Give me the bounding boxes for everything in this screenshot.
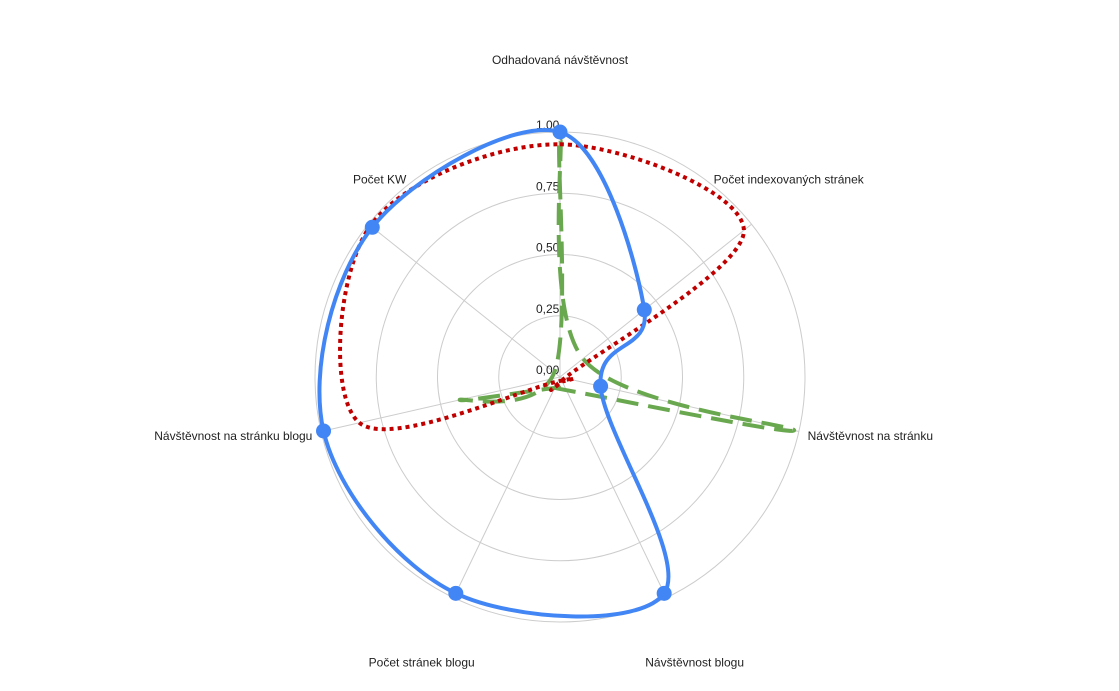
- series-0-point-3: [656, 585, 672, 601]
- axis-spoke-3: [559, 376, 667, 598]
- series-1-line: [338, 142, 746, 432]
- series-0-point-4: [448, 585, 464, 601]
- axis-spoke-5: [321, 376, 561, 433]
- tick-label-1: 0,25: [536, 302, 560, 316]
- axis-label-2: Návštěvnost na stránku: [808, 429, 933, 443]
- series-0-point-6: [364, 219, 380, 235]
- axis-label-6: Počet KW: [353, 172, 407, 186]
- axis-label-0: Odhadovaná návštěvnost: [492, 53, 629, 67]
- axis-label-5: Návštěvnost na stránku blogu: [154, 429, 312, 443]
- series-2-line: [457, 137, 797, 433]
- axis-label-1: Počet indexovaných stránek: [714, 172, 865, 186]
- series-0-point-1: [636, 302, 652, 318]
- axis-spoke-1: [559, 223, 752, 378]
- series-0-point-0: [552, 124, 568, 140]
- axis-label-4: Počet stránek blogu: [369, 656, 475, 670]
- axis-spoke-4: [453, 376, 561, 598]
- series-0-point-5: [316, 423, 332, 439]
- axis-label-3: Návštěvnost blogu: [645, 656, 744, 670]
- tick-label-2: 0,50: [536, 241, 560, 255]
- tick-label-3: 0,75: [536, 179, 560, 193]
- series-0-point-2: [593, 378, 609, 394]
- series-0-line: [317, 128, 671, 619]
- axis-spoke-6: [368, 223, 561, 378]
